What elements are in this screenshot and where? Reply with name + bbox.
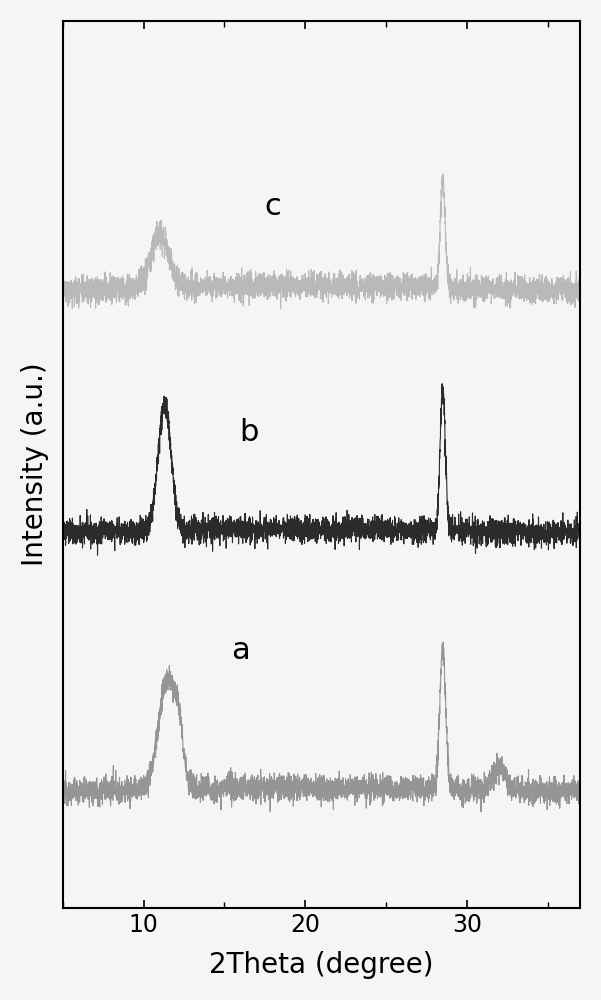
Text: c: c: [264, 192, 281, 221]
Text: a: a: [231, 636, 250, 665]
Y-axis label: Intensity (a.u.): Intensity (a.u.): [21, 363, 49, 566]
Text: b: b: [239, 418, 258, 447]
X-axis label: 2Theta (degree): 2Theta (degree): [209, 951, 434, 979]
